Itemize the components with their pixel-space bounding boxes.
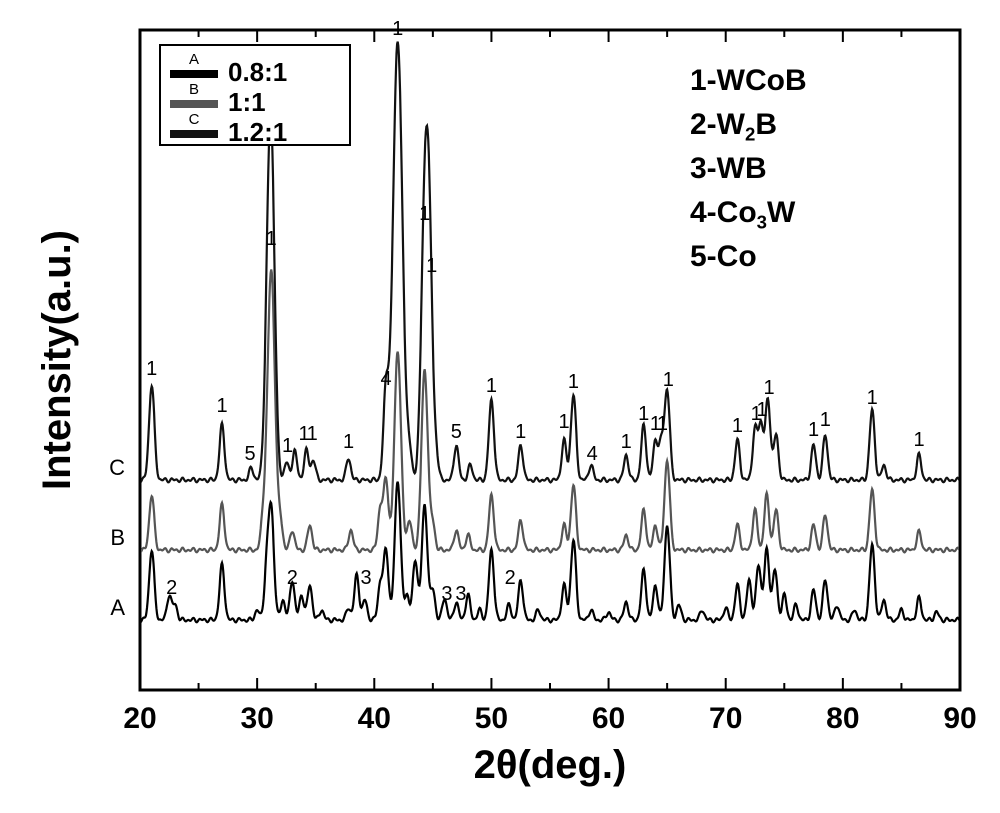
x-tick-label: 70 [709, 702, 742, 735]
peak-label: 3 [361, 567, 372, 589]
peak-label: 1 [756, 399, 767, 421]
peak-label: 2 [166, 577, 177, 599]
x-tick-label: 60 [592, 702, 625, 735]
peak-label: 1 [808, 419, 819, 441]
peak-label: 1 [216, 395, 227, 417]
series-label-B: B [110, 525, 125, 550]
peak-label: 3 [441, 583, 452, 605]
peak-label: 1 [486, 375, 497, 397]
peak-label: 1 [763, 377, 774, 399]
peak-label: 2 [505, 567, 516, 589]
legend-letter: A [189, 51, 199, 68]
x-tick-label: 20 [123, 702, 156, 735]
legend-item-label: 1.2:1 [228, 117, 287, 147]
peak-label: 1 [867, 387, 878, 409]
peak-label: 1 [146, 358, 157, 380]
peak-label: 1 [515, 421, 526, 443]
peak-label: 1 [732, 415, 743, 437]
legend-item-label: 0.8:1 [228, 57, 287, 87]
phase-label: 4-Co3W [690, 196, 796, 233]
peak-label: 1 [343, 431, 354, 453]
peak-label: 1 [266, 228, 277, 250]
peak-label: 5 [451, 421, 462, 443]
legend-letter: C [189, 111, 200, 128]
phase-label: 3-WB [690, 152, 767, 185]
legend-item-label: 1:1 [228, 87, 266, 117]
x-tick-label: 80 [826, 702, 859, 735]
legend-swatch [170, 70, 218, 78]
peak-label: 1 [426, 255, 437, 277]
legend-swatch [170, 100, 218, 108]
peak-label: 1 [638, 403, 649, 425]
peak-label: 1 [282, 435, 293, 457]
peak-label: 1 [663, 369, 674, 391]
peak-label: 1 [568, 371, 579, 393]
peak-label: 1 [419, 203, 430, 225]
legend-letter: B [189, 81, 199, 98]
series-label-A: A [110, 595, 125, 620]
peak-label: 2 [287, 567, 298, 589]
phase-label: 1-WCoB [690, 64, 807, 97]
peak-label: 1 [657, 413, 668, 435]
x-tick-label: 30 [240, 702, 273, 735]
y-axis-label: Intensity(a.u.) [35, 230, 79, 490]
xrd-chart: 20 30 40 50 60 70 80 90 2θ(deg.) Intensity(a.u.) A… [0, 0, 1000, 813]
x-tick-label: 50 [475, 702, 508, 735]
peak-label: 1 [913, 429, 924, 451]
legend-swatch [170, 130, 218, 138]
peak-label: 1 [392, 18, 403, 40]
peak-label: 5 [245, 443, 256, 465]
peak-label: 4 [587, 443, 598, 465]
peak-label: 1 [307, 423, 318, 445]
peak-label: 1 [558, 411, 569, 433]
series-label-C: C [109, 455, 125, 480]
peak-label: 1 [621, 431, 632, 453]
phase-label: 5-Co [690, 240, 757, 273]
peak-label: 1 [820, 409, 831, 431]
peak-label: 3 [455, 583, 466, 605]
peak-label: 4 [380, 368, 391, 390]
x-tick-label: 90 [943, 702, 976, 735]
x-tick-label: 40 [358, 702, 391, 735]
phase-label: 2-W2B [690, 108, 777, 145]
x-axis-label: 2θ(deg.) [474, 743, 627, 787]
